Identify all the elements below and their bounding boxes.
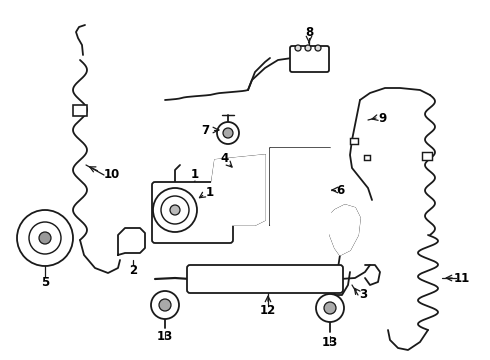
Circle shape [29,222,61,254]
Circle shape [153,188,197,232]
Text: 13: 13 [157,330,173,343]
Circle shape [316,294,344,322]
Text: 9: 9 [378,112,386,125]
Text: 1: 1 [206,186,214,199]
Bar [364,155,370,160]
Text: 5: 5 [41,276,49,289]
Circle shape [159,299,171,311]
FancyBboxPatch shape [152,182,233,243]
Circle shape [217,122,239,144]
Circle shape [305,45,311,51]
Polygon shape [118,228,145,255]
Circle shape [223,128,233,138]
Text: 1: 1 [191,168,199,181]
Polygon shape [330,205,360,255]
Text: 4: 4 [221,152,229,165]
Text: 8: 8 [305,26,313,39]
Circle shape [161,196,189,224]
Text: 2: 2 [129,264,137,276]
Circle shape [295,45,301,51]
Text: 6: 6 [336,184,344,197]
Text: 11: 11 [454,271,470,284]
Text: 10: 10 [104,168,120,181]
Text: 7: 7 [201,123,209,136]
Text: 13: 13 [322,336,338,348]
Bar [422,152,432,160]
Polygon shape [270,148,330,225]
Bar [350,138,358,144]
Bar [73,105,87,116]
Polygon shape [210,155,265,225]
Circle shape [170,205,180,215]
Circle shape [39,232,51,244]
Text: 3: 3 [359,288,367,302]
Circle shape [17,210,73,266]
Circle shape [324,302,336,314]
Circle shape [315,45,321,51]
Text: 12: 12 [260,303,276,316]
FancyBboxPatch shape [187,265,343,293]
FancyBboxPatch shape [290,46,329,72]
Circle shape [151,291,179,319]
